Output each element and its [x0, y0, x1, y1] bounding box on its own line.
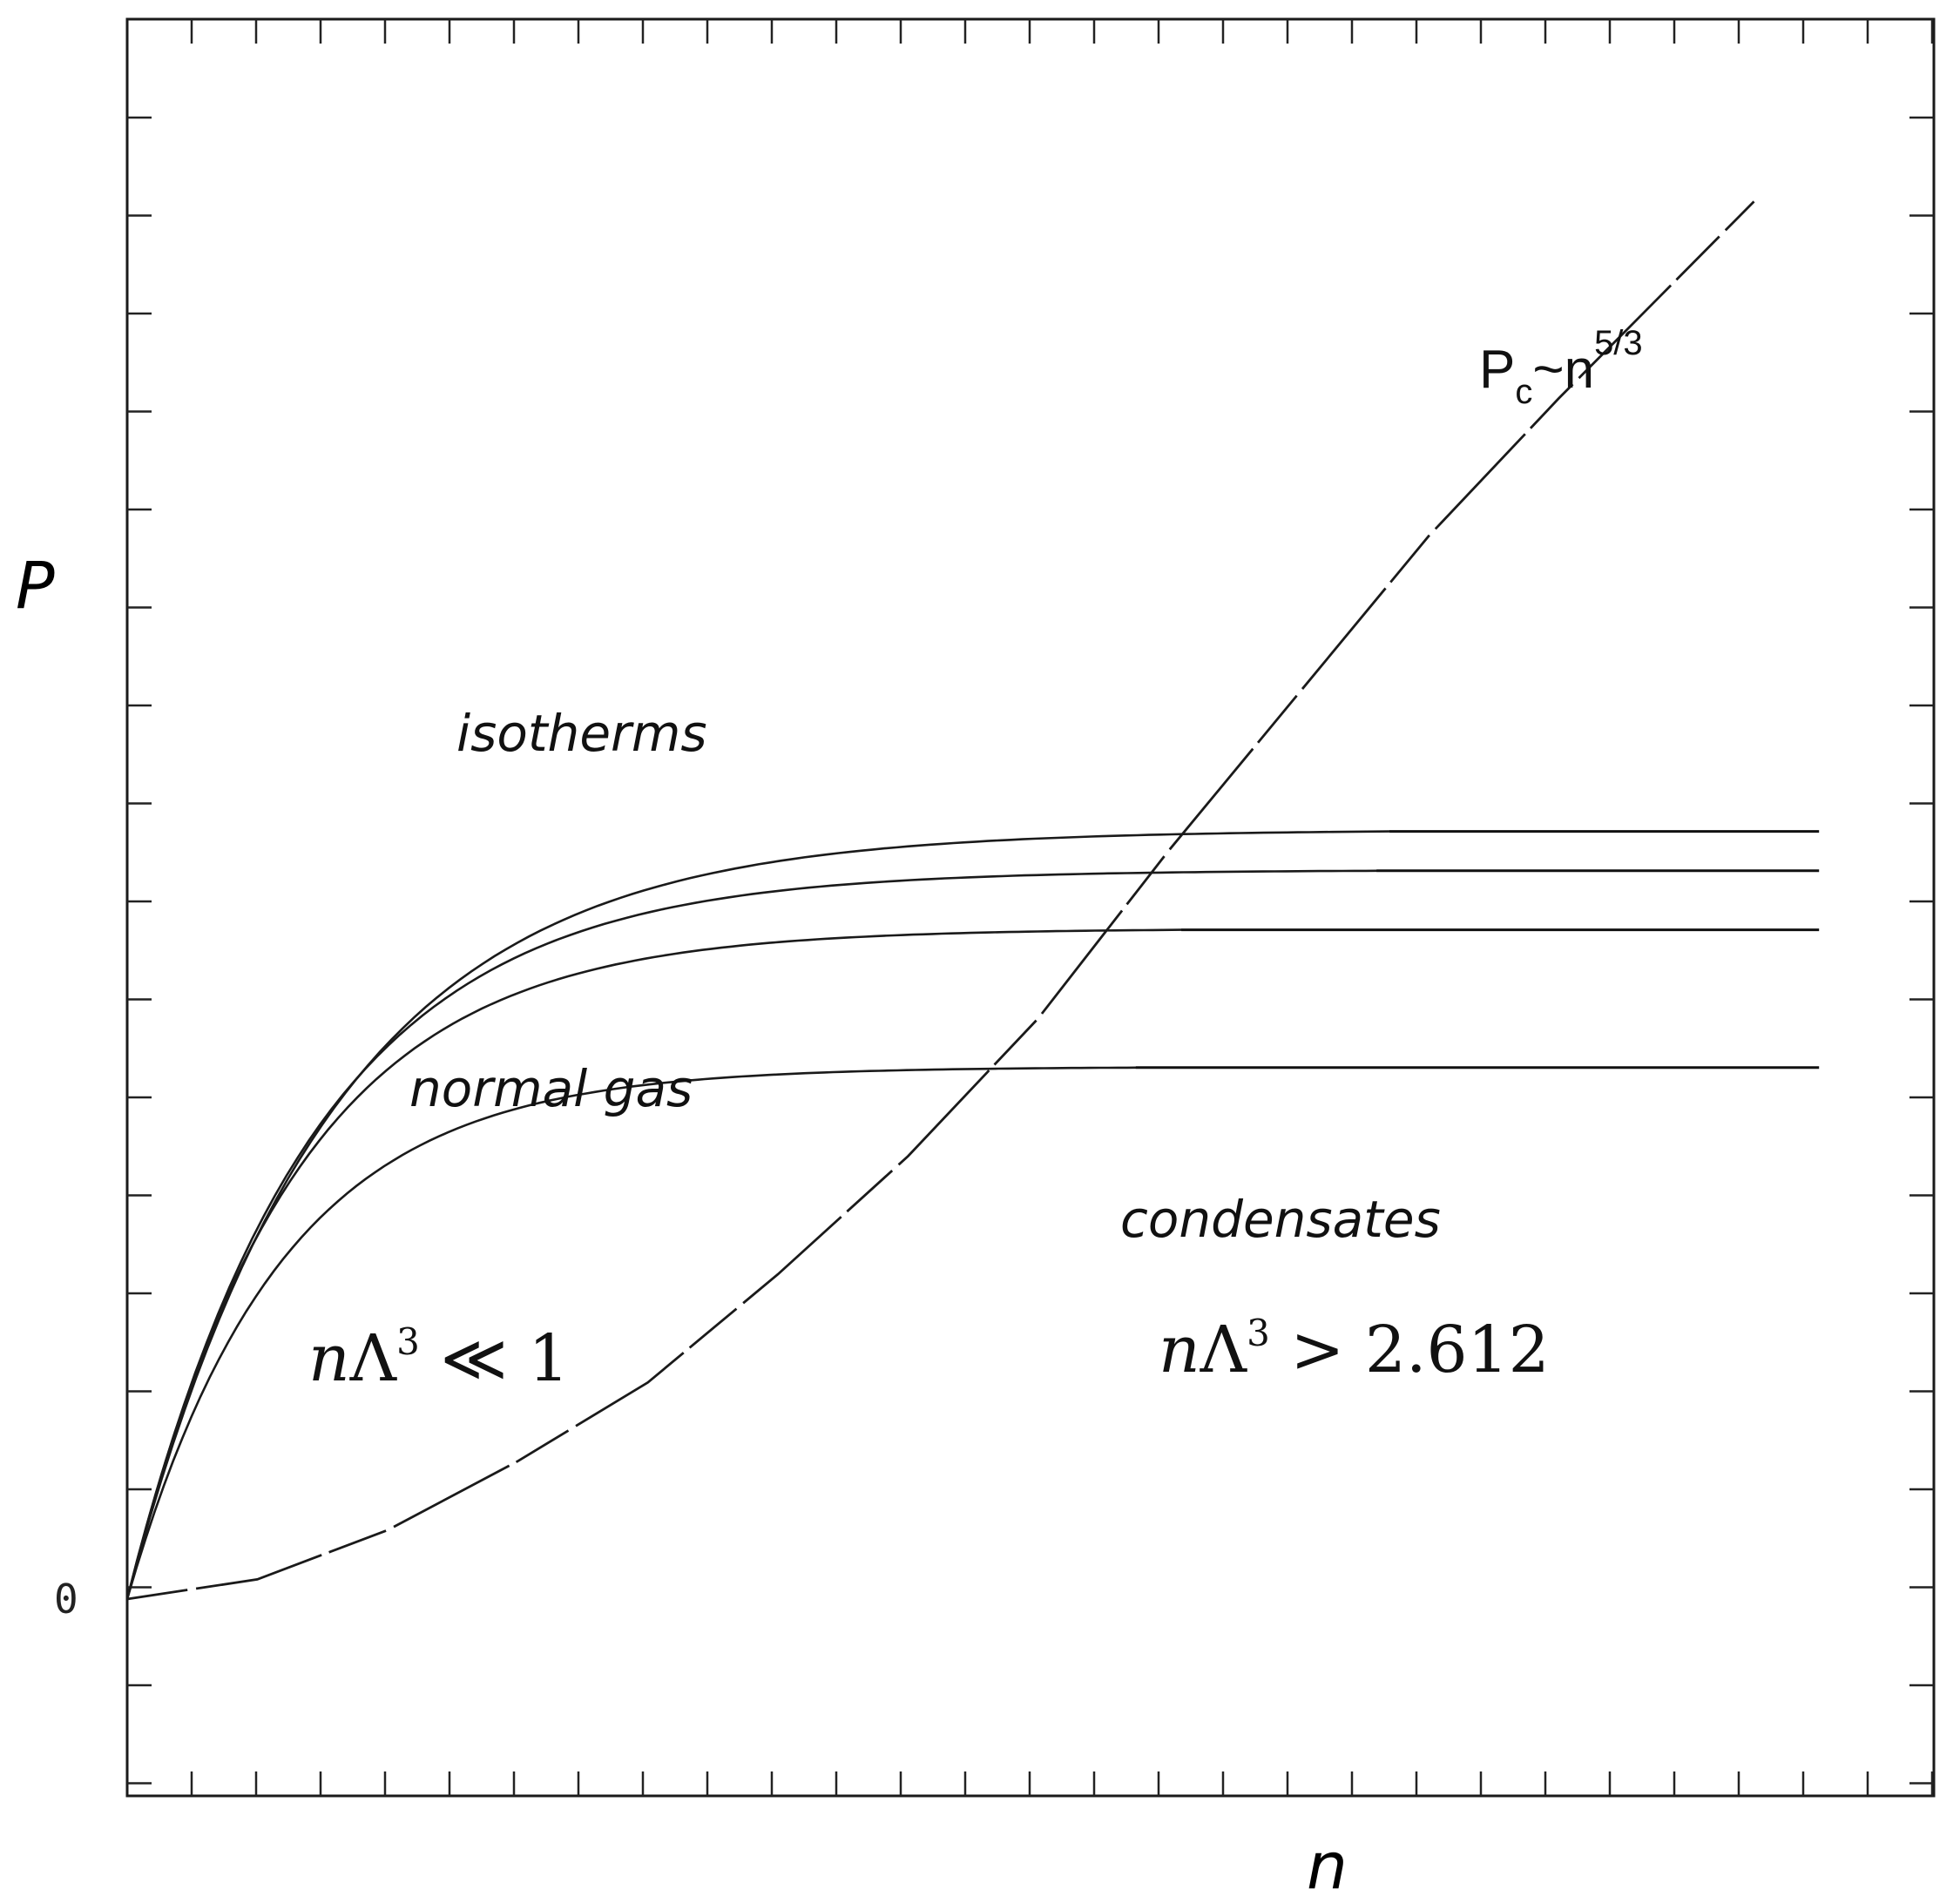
x-axis-label: n [1307, 1829, 1348, 1903]
high-density-var: n [1159, 1313, 1200, 1387]
normal-gas-label: normal gas [409, 1059, 693, 1118]
high-density-condition: nΛ3 > 2.612 [1159, 1312, 1550, 1387]
critical-label-base: P [1479, 340, 1515, 400]
plot-frame [125, 17, 1936, 1798]
low-density-condition: nΛ3 ≪ 1 [308, 1320, 569, 1396]
low-density-var: n [308, 1321, 350, 1396]
high-density-exp: 3 [1247, 1312, 1270, 1354]
high-density-sym: Λ [1200, 1313, 1248, 1387]
condensates-label: condensates [1120, 1190, 1441, 1249]
isotherm-curve-2 [125, 869, 1378, 1601]
plot-curves [125, 200, 1820, 1601]
y-axis-label: P [16, 549, 55, 624]
low-density-exp: 3 [396, 1320, 420, 1363]
low-density-rel: ≪ 1 [420, 1321, 570, 1396]
axis-ticks [127, 19, 1934, 1796]
critical-pressure-label: Pc~n5/3 [1479, 324, 1643, 411]
low-density-sym: Λ [349, 1321, 398, 1396]
critical-label-sub: c [1515, 373, 1532, 411]
high-density-rel: > 2.612 [1270, 1313, 1550, 1387]
critical-label-mid: ~n [1532, 340, 1594, 400]
isotherm-curve-3 [125, 928, 1183, 1601]
y-zero-tick-label: 0 [54, 1576, 78, 1623]
critical-pressure-curve [126, 200, 1755, 1601]
critical-label-sup: 5/3 [1594, 324, 1643, 362]
isotherms-label: isotherms [456, 704, 707, 763]
isotherm-curve-4 [125, 1066, 1138, 1601]
